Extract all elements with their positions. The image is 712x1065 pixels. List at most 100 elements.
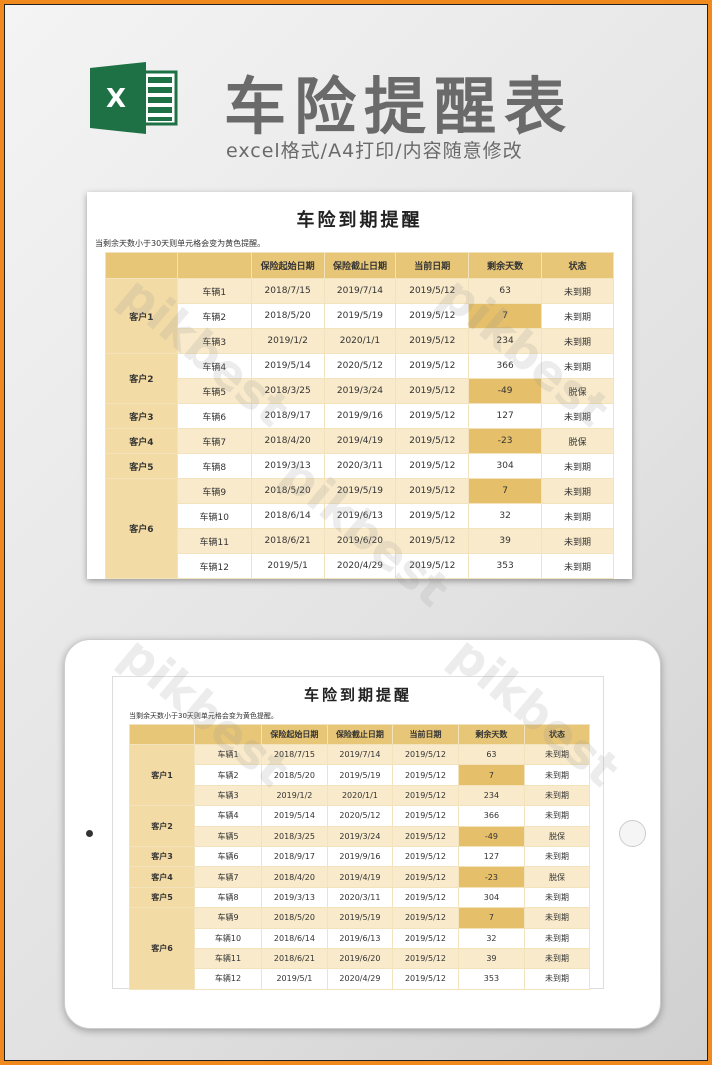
remaining-days-cell[interactable]: -49 (468, 378, 543, 404)
status-cell[interactable]: 未到期 (523, 947, 591, 970)
current-date-cell[interactable]: 2019/5/12 (395, 553, 470, 579)
vehicle-cell[interactable]: 车辆6 (194, 845, 262, 868)
vehicle-cell[interactable]: 车辆11 (194, 947, 262, 970)
remaining-days-cell[interactable]: 234 (457, 784, 525, 807)
start-date-cell[interactable]: 2019/5/14 (260, 805, 328, 827)
start-date-cell[interactable]: 2018/4/20 (260, 866, 328, 888)
status-cell[interactable]: 未到期 (541, 303, 614, 329)
end-date-cell[interactable]: 2019/5/19 (326, 764, 393, 786)
remaining-days-cell[interactable]: 353 (457, 968, 525, 990)
status-cell[interactable]: 脱保 (541, 378, 614, 404)
start-date-cell[interactable]: 2018/5/20 (250, 478, 325, 504)
vehicle-cell[interactable]: 车辆12 (176, 553, 252, 579)
remaining-days-cell[interactable]: -49 (457, 825, 525, 847)
start-date-cell[interactable]: 2018/9/17 (260, 845, 328, 868)
start-date-cell[interactable]: 2019/1/2 (260, 784, 328, 807)
vehicle-cell[interactable]: 车辆10 (194, 927, 262, 949)
vehicle-cell[interactable]: 车辆8 (194, 886, 262, 909)
remaining-days-cell[interactable]: -23 (457, 866, 525, 888)
current-date-cell[interactable]: 2019/5/12 (395, 453, 470, 479)
remaining-days-cell[interactable]: 366 (468, 353, 543, 379)
remaining-days-cell[interactable]: 234 (468, 328, 543, 354)
end-date-cell[interactable]: 2019/5/19 (323, 478, 397, 504)
start-date-cell[interactable]: 2018/7/15 (250, 278, 325, 304)
end-date-cell[interactable]: 2020/1/1 (326, 784, 393, 807)
status-cell[interactable]: 未到期 (541, 278, 614, 304)
current-date-cell[interactable]: 2019/5/12 (391, 907, 459, 929)
vehicle-cell[interactable]: 车辆2 (176, 303, 252, 329)
status-cell[interactable]: 未到期 (523, 743, 591, 766)
status-cell[interactable]: 脱保 (523, 866, 591, 888)
remaining-days-cell[interactable]: -23 (468, 428, 543, 454)
end-date-cell[interactable]: 2020/4/29 (323, 553, 397, 579)
vehicle-cell[interactable]: 车辆3 (194, 784, 262, 807)
end-date-cell[interactable]: 2020/4/29 (326, 968, 393, 990)
vehicle-cell[interactable]: 车辆3 (176, 328, 252, 354)
vehicle-cell[interactable]: 车辆5 (194, 825, 262, 847)
remaining-days-cell[interactable]: 127 (457, 845, 525, 868)
end-date-cell[interactable]: 2019/5/19 (323, 303, 397, 329)
start-date-cell[interactable]: 2018/3/25 (250, 378, 325, 404)
end-date-cell[interactable]: 2019/9/16 (323, 403, 397, 429)
current-date-cell[interactable]: 2019/5/12 (391, 764, 459, 786)
current-date-cell[interactable]: 2019/5/12 (391, 927, 459, 949)
status-cell[interactable]: 未到期 (523, 886, 591, 909)
start-date-cell[interactable]: 2019/3/13 (260, 886, 328, 909)
vehicle-cell[interactable]: 车辆7 (194, 866, 262, 888)
vehicle-cell[interactable]: 车辆6 (176, 403, 252, 429)
end-date-cell[interactable]: 2019/3/24 (326, 825, 393, 847)
end-date-cell[interactable]: 2019/6/13 (326, 927, 393, 949)
status-cell[interactable]: 未到期 (523, 784, 591, 807)
remaining-days-cell[interactable]: 63 (457, 743, 525, 766)
status-cell[interactable]: 未到期 (523, 764, 591, 786)
start-date-cell[interactable]: 2019/5/14 (250, 353, 325, 379)
vehicle-cell[interactable]: 车辆11 (176, 528, 252, 554)
status-cell[interactable]: 未到期 (523, 845, 591, 868)
remaining-days-cell[interactable]: 353 (468, 553, 543, 579)
end-date-cell[interactable]: 2020/1/1 (323, 328, 397, 354)
current-date-cell[interactable]: 2019/5/12 (395, 428, 470, 454)
end-date-cell[interactable]: 2020/5/12 (326, 805, 393, 827)
start-date-cell[interactable]: 2019/5/1 (260, 968, 328, 990)
status-cell[interactable]: 脱保 (541, 428, 614, 454)
current-date-cell[interactable]: 2019/5/12 (391, 886, 459, 909)
current-date-cell[interactable]: 2019/5/12 (391, 845, 459, 868)
vehicle-cell[interactable]: 车辆9 (176, 478, 252, 504)
start-date-cell[interactable]: 2018/6/14 (250, 503, 325, 529)
end-date-cell[interactable]: 2020/5/12 (323, 353, 397, 379)
status-cell[interactable]: 脱保 (523, 825, 591, 847)
start-date-cell[interactable]: 2018/4/20 (250, 428, 325, 454)
remaining-days-cell[interactable]: 39 (468, 528, 543, 554)
vehicle-cell[interactable]: 车辆4 (176, 353, 252, 379)
start-date-cell[interactable]: 2019/1/2 (250, 328, 325, 354)
end-date-cell[interactable]: 2019/6/13 (323, 503, 397, 529)
status-cell[interactable]: 未到期 (541, 453, 614, 479)
vehicle-cell[interactable]: 车辆8 (176, 453, 252, 479)
end-date-cell[interactable]: 2020/3/11 (323, 453, 397, 479)
end-date-cell[interactable]: 2019/4/19 (323, 428, 397, 454)
current-date-cell[interactable]: 2019/5/12 (391, 866, 459, 888)
end-date-cell[interactable]: 2019/5/19 (326, 907, 393, 929)
current-date-cell[interactable]: 2019/5/12 (395, 278, 470, 304)
end-date-cell[interactable]: 2019/3/24 (323, 378, 397, 404)
status-cell[interactable]: 未到期 (541, 478, 614, 504)
start-date-cell[interactable]: 2018/9/17 (250, 403, 325, 429)
current-date-cell[interactable]: 2019/5/12 (391, 947, 459, 970)
vehicle-cell[interactable]: 车辆1 (194, 743, 262, 766)
vehicle-cell[interactable]: 车辆10 (176, 503, 252, 529)
status-cell[interactable]: 未到期 (523, 927, 591, 949)
end-date-cell[interactable]: 2019/4/19 (326, 866, 393, 888)
start-date-cell[interactable]: 2018/6/14 (260, 927, 328, 949)
current-date-cell[interactable]: 2019/5/12 (391, 968, 459, 990)
remaining-days-cell[interactable]: 32 (468, 503, 543, 529)
remaining-days-cell[interactable]: 7 (457, 907, 525, 929)
remaining-days-cell[interactable]: 7 (468, 478, 543, 504)
remaining-days-cell[interactable]: 63 (468, 278, 543, 304)
start-date-cell[interactable]: 2018/5/20 (250, 303, 325, 329)
vehicle-cell[interactable]: 车辆12 (194, 968, 262, 990)
start-date-cell[interactable]: 2019/5/1 (250, 553, 325, 579)
end-date-cell[interactable]: 2019/6/20 (326, 947, 393, 970)
status-cell[interactable]: 未到期 (523, 968, 591, 990)
vehicle-cell[interactable]: 车辆4 (194, 805, 262, 827)
remaining-days-cell[interactable]: 7 (457, 764, 525, 786)
